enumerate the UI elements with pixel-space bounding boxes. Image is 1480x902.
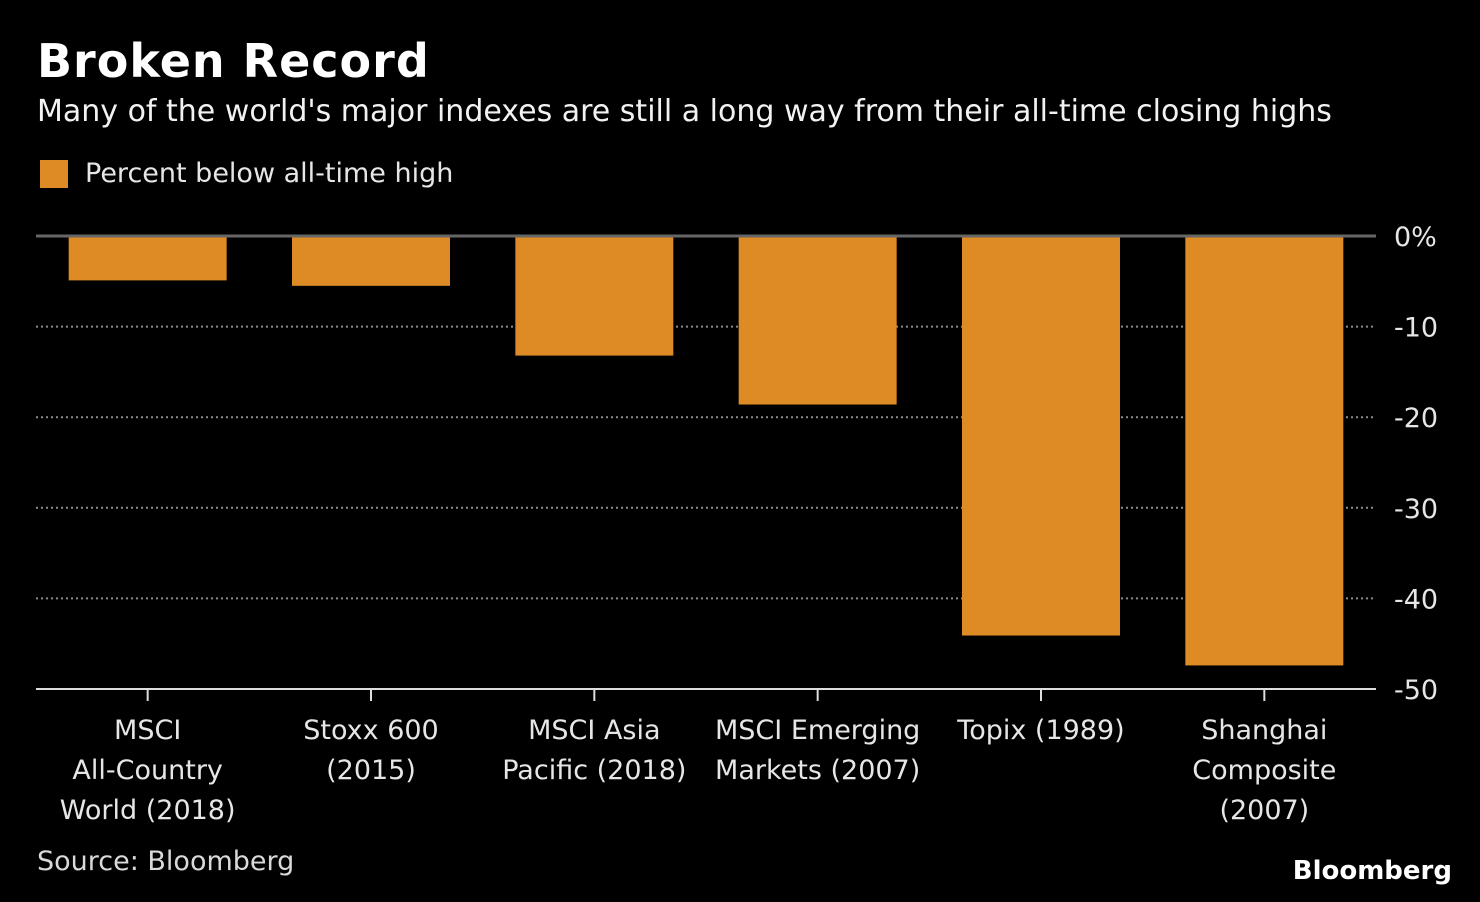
chart-subtitle: Many of the world's major indexes are st… xyxy=(37,94,1332,129)
x-tick-label: MSCI xyxy=(114,715,181,746)
x-tick-label: Pacific (2018) xyxy=(502,755,686,786)
bar xyxy=(515,236,674,356)
y-tick-label: -50 xyxy=(1394,675,1438,706)
bar xyxy=(292,236,450,286)
chart-title: Broken Record xyxy=(37,34,430,88)
x-tick-label: Topix (1989) xyxy=(956,715,1124,746)
x-tick-label: World (2018) xyxy=(60,795,236,826)
x-tick-label: Markets (2007) xyxy=(715,755,920,786)
y-tick-label: -20 xyxy=(1394,403,1438,434)
x-tick-label: (2007) xyxy=(1219,795,1309,826)
legend-label: Percent below all-time high xyxy=(85,158,454,189)
brand-logo: Bloomberg xyxy=(1292,856,1452,886)
y-tick-label: -10 xyxy=(1394,313,1438,344)
x-tick-label: MSCI Emerging xyxy=(715,715,920,746)
x-tick-label: (2015) xyxy=(326,755,416,786)
x-tick-label: Stoxx 600 xyxy=(303,715,439,746)
x-tick-label: Composite xyxy=(1192,755,1336,786)
bar xyxy=(738,236,897,405)
y-tick-label: -30 xyxy=(1394,494,1438,525)
y-tick-label: 0% xyxy=(1394,222,1437,253)
x-tick-label: Shanghai xyxy=(1201,715,1327,746)
bar xyxy=(1185,236,1344,666)
bar xyxy=(68,236,227,281)
source-note: Source: Bloomberg xyxy=(37,846,295,877)
y-tick-label: -40 xyxy=(1394,584,1438,615)
x-tick-label: MSCI Asia xyxy=(528,715,660,746)
legend-swatch xyxy=(40,159,68,188)
legend: Percent below all-time high xyxy=(40,158,453,189)
x-tick-label: All-Country xyxy=(72,755,222,786)
bar xyxy=(962,236,1120,636)
